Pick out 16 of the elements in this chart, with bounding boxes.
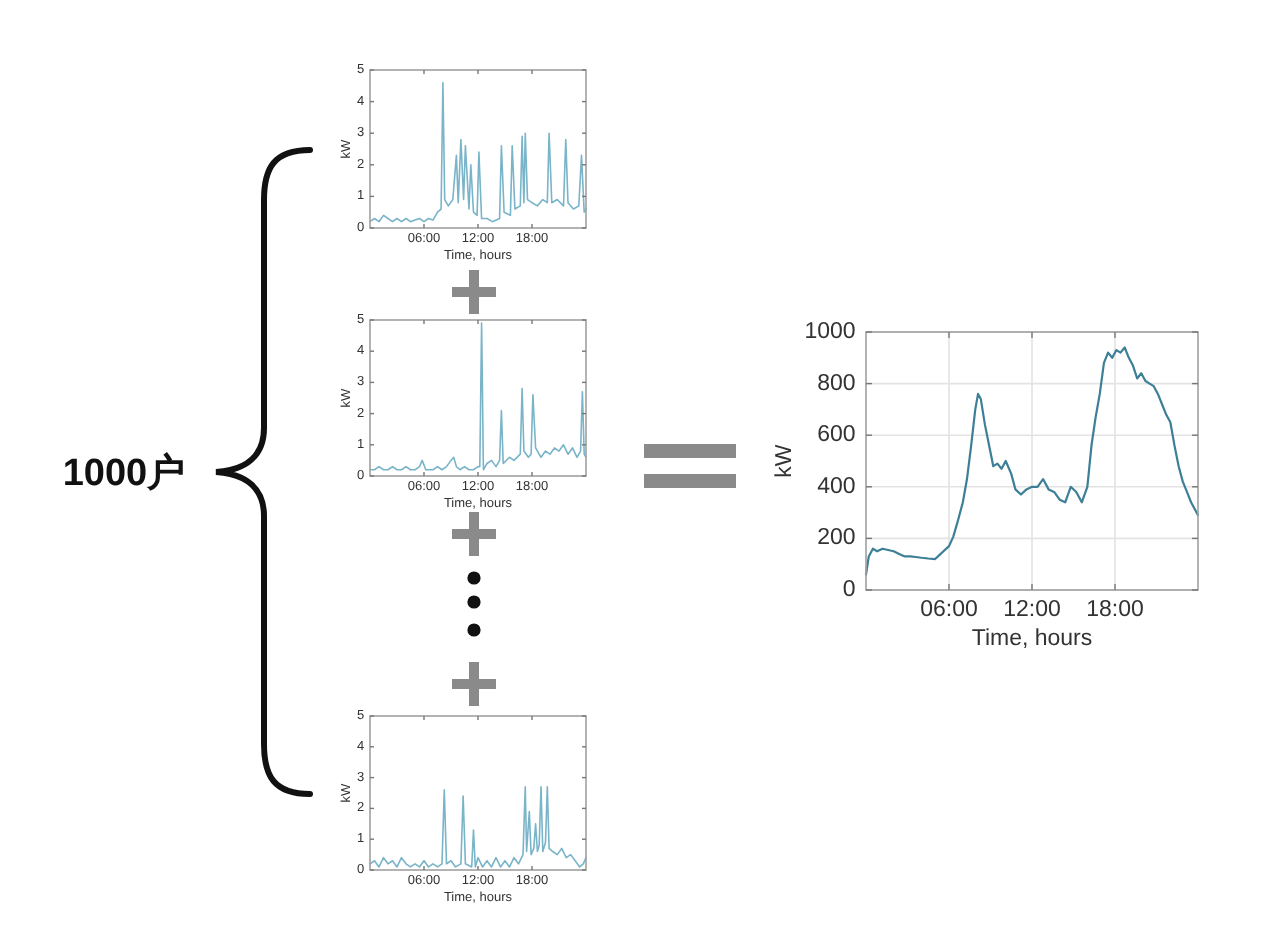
line-series (369, 81, 587, 223)
y-tick-label: 1000 (804, 320, 856, 344)
line-series (369, 322, 587, 471)
y-tick-label: 0 (842, 578, 856, 602)
line-series (369, 786, 587, 868)
line-series (864, 346, 1200, 576)
x-tick-label: 12:00 (1003, 597, 1061, 622)
y-tick-label: 600 (817, 423, 856, 448)
y-axis-title: kW (773, 444, 798, 478)
x-axis-title: Time, hours (971, 627, 1093, 652)
text: 1000户 (62, 451, 186, 495)
y-tick-label: 200 (817, 526, 856, 551)
x-tick-label: 18:00 (1086, 597, 1144, 622)
y-tick-label: 800 (817, 371, 856, 396)
x-tick-label: 06:00 (920, 597, 978, 622)
y-tick-label: 400 (817, 474, 856, 499)
